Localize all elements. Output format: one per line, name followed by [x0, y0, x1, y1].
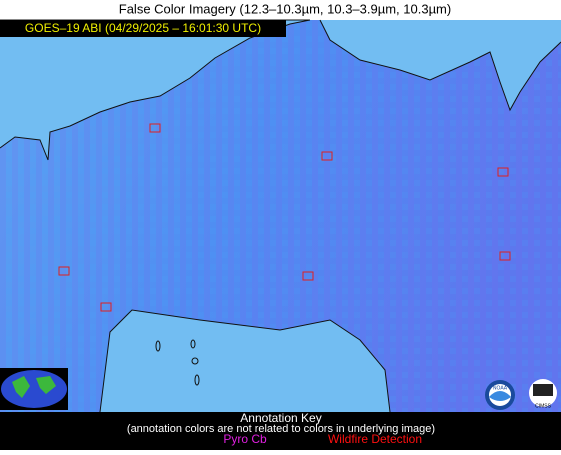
- title: False Color Imagery (12.3–10.3µm, 10.3–3…: [119, 1, 451, 16]
- globe-logo: [0, 368, 68, 410]
- noaa-label: NOAA: [493, 385, 508, 391]
- title-bar: [0, 0, 561, 20]
- key-item: Pyro Cb: [223, 432, 267, 446]
- timestamp: GOES–19 ABI (04/29/2025 – 16:01:30 UTC): [25, 21, 261, 35]
- detections: [58, 123, 511, 312]
- key-panel: [0, 412, 561, 450]
- timestamp-box: [0, 20, 286, 37]
- cimss-logo: CIMSS: [529, 379, 557, 409]
- key-item: Wildfire Detection: [328, 432, 422, 446]
- key-title: Annotation Key: [240, 411, 321, 425]
- imagery: [0, 19, 561, 413]
- noaa-logo: NOAA: [485, 380, 515, 410]
- cimss-label: CIMSS: [535, 403, 552, 409]
- key-note: (annotation colors are not related to co…: [127, 423, 435, 435]
